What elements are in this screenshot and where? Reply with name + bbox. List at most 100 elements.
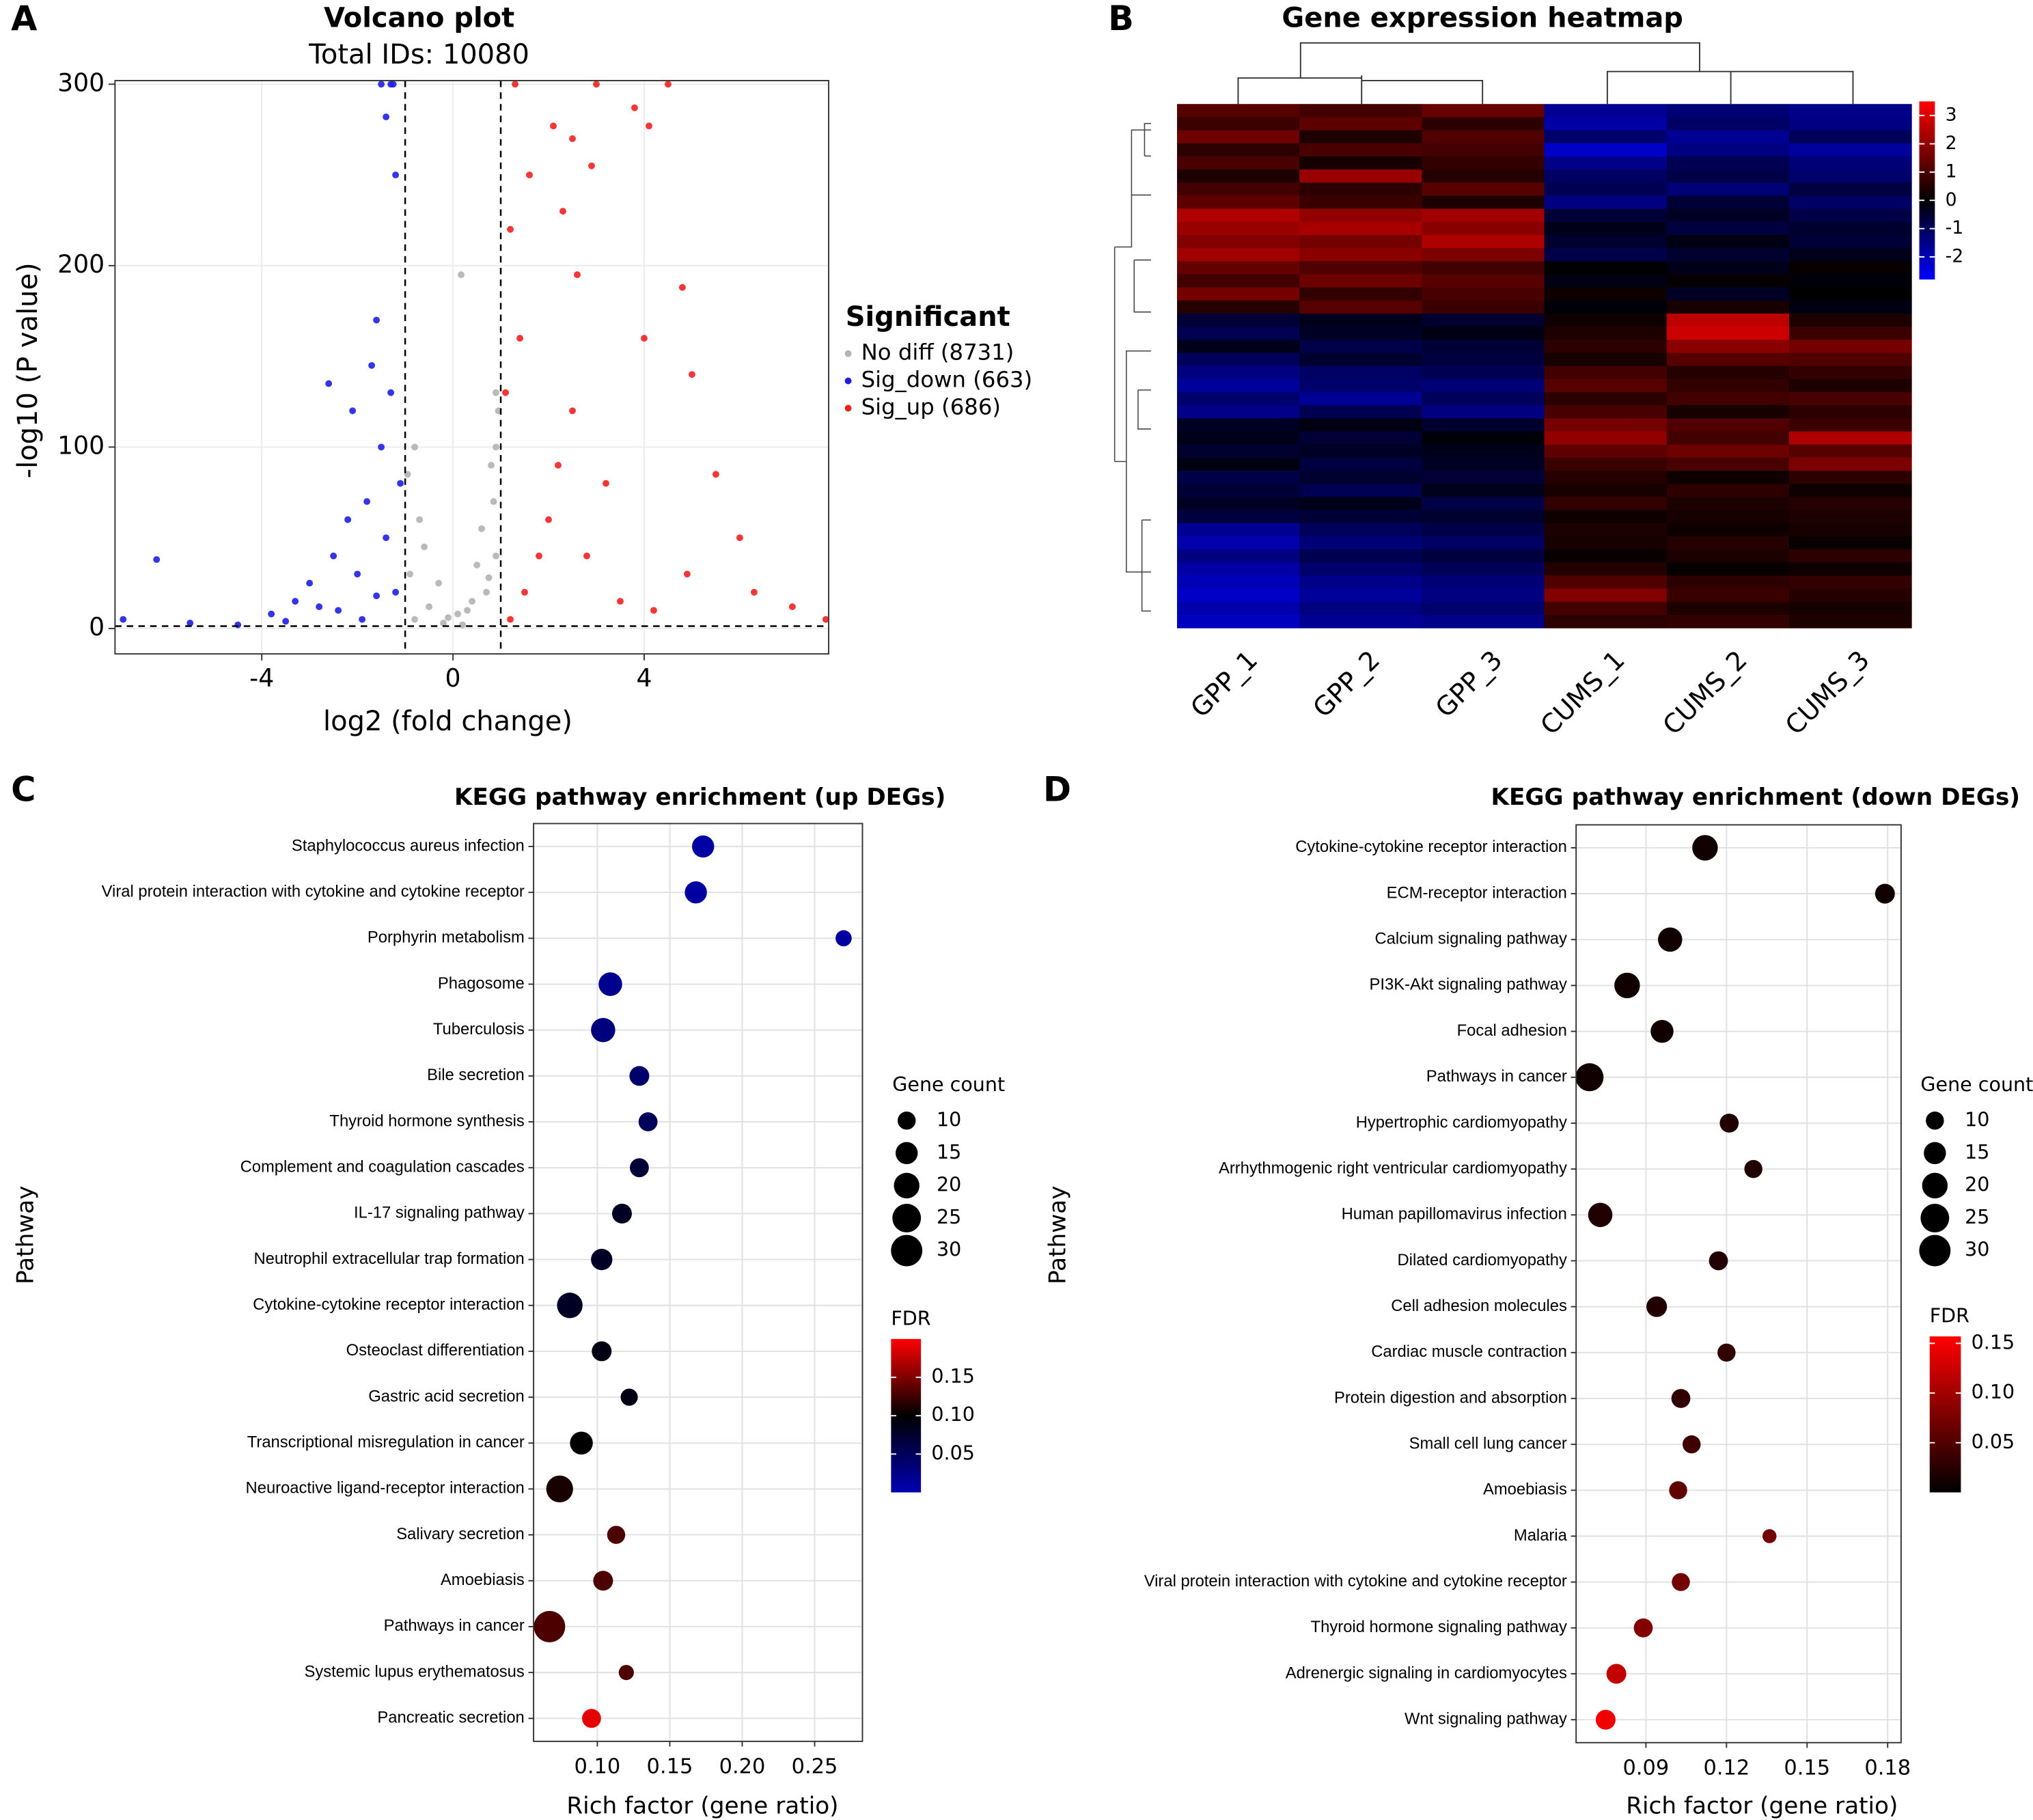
heatmap-cell [1177,208,1300,223]
category-label: Bile secretion [427,1066,525,1084]
heatmap-cell [1422,143,1545,157]
heatmap-cell [1666,340,1790,354]
category-label: Dilated cardiomyopathy [1398,1251,1567,1269]
heatmap-cell [1788,221,1912,236]
point [569,407,576,415]
size-legend-label: 30 [1965,1239,1989,1261]
point [822,616,829,623]
category-label: Protein digestion and absorption [1334,1388,1567,1407]
heatmap-cell [1422,300,1545,314]
size-legend-title: Gene count [1920,1073,2033,1096]
point [330,552,337,560]
plot-background [1576,825,1901,1743]
point [426,603,433,611]
heatmap-cell [1544,391,1668,406]
bubble [1658,927,1683,952]
heatmap-cell [1666,601,1790,616]
heatmap-cell [1299,536,1422,550]
point [493,552,499,560]
column-label: CUMS_1 [1534,645,1630,741]
heatmap-cell [1299,274,1422,288]
point [485,574,493,581]
heatmap-cell [1177,614,1300,629]
heatmap-cell [1422,234,1545,249]
point [458,271,465,279]
colorbar-label: 0.05 [1972,1431,2015,1453]
point [335,607,342,614]
x-tick-label: 0.09 [1623,1756,1670,1780]
colorbar-label: 1 [1946,161,1957,182]
heatmap-cell [1422,588,1545,603]
heatmap-cell [1666,327,1790,340]
heatmap-cell [1788,208,1912,223]
bubble [534,1611,566,1642]
point [678,284,686,291]
point [631,104,638,111]
panel-label: B [1108,0,1134,38]
heatmap-cell [1422,523,1545,537]
heatmap-cell [1177,431,1300,445]
category-label: Porphyrin metabolism [368,928,525,947]
colorbar-label: 0 [1946,189,1957,210]
heatmap-cell [1544,143,1668,157]
heatmap-cell [1422,156,1545,170]
heatmap-cell [1666,431,1790,445]
size-legend-marker [1926,1112,1944,1130]
category-label: Human papillomavirus infection [1342,1205,1567,1224]
heatmap-cell [1788,195,1912,210]
heatmap-cell [1299,497,1422,511]
heatmap-cell [1299,104,1422,118]
point [536,552,542,560]
heatmap-cell [1177,248,1300,262]
heatmap-cell [1666,104,1790,118]
heatmap-cell [1544,104,1668,118]
heatmap-cell [1177,130,1300,144]
plot-border [1575,824,1902,1743]
bubble [835,930,852,947]
size-legend-marker [1922,1172,1948,1199]
heatmap-cell [1177,510,1300,524]
x-axis-title: log2 (fold change) [323,706,572,737]
heatmap-cell [1177,418,1300,432]
heatmap-cell [1788,549,1912,563]
colorbar [1919,101,1935,280]
heatmap-cell [1177,143,1300,157]
heatmap-cell [1788,104,1912,118]
category-label: Gastric acid secretion [368,1387,525,1405]
heatmap-cell [1422,221,1545,236]
point [712,471,719,478]
heatmap-cell [1788,575,1912,590]
heatmap-cell [1544,378,1668,393]
heatmap-cell [1177,588,1300,603]
heatmap-cell [1788,143,1912,157]
point [588,162,595,169]
point [306,579,314,587]
heatmap-cell [1177,497,1300,511]
point [502,389,509,396]
bubble [593,1571,613,1591]
heatmap-cell [1788,588,1912,603]
bubble [1669,1481,1687,1500]
size-legend-marker [1920,1204,1950,1232]
x-tick-label: 0.20 [719,1754,766,1778]
chart-title: KEGG pathway enrichment (up DEGs) [454,784,945,811]
point [186,620,194,626]
legend-marker [844,377,852,385]
colorbar-title: FDR [1930,1305,1969,1327]
category-label: ECM-receptor interaction [1387,883,1567,902]
point [583,552,590,560]
heatmap-cell [1299,248,1422,262]
heatmap-cell [1666,195,1790,210]
heatmap-cell [1422,353,1545,367]
point [325,380,333,387]
heatmap-cell [1544,353,1668,367]
point [234,621,242,629]
colorbar-label: -2 [1946,246,1964,267]
point [641,335,648,342]
column-label: CUMS_3 [1780,645,1875,741]
point [268,610,275,618]
heatmap-cell [1177,313,1300,327]
heatmap-cell [1788,471,1912,484]
point [569,135,576,142]
point [373,592,381,600]
